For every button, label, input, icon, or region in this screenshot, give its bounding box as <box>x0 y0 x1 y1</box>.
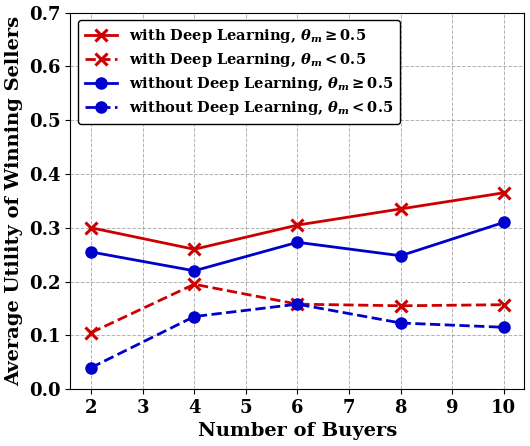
without Deep Learning, $\theta_m < 0.5$ <box>501 325 507 330</box>
without Deep Learning, $\theta_m < 0.5$ <box>88 365 94 370</box>
without Deep Learning, $\theta_m < 0.5$ <box>191 314 198 319</box>
Y-axis label: Average Utility of Winning Sellers: Average Utility of Winning Sellers <box>5 16 23 386</box>
without Deep Learning, $\theta_m \geq 0.5$ <box>191 268 198 273</box>
with Deep Learning, $\theta_m < 0.5$ <box>294 301 301 307</box>
without Deep Learning, $\theta_m < 0.5$ <box>398 320 404 326</box>
X-axis label: Number of Buyers: Number of Buyers <box>198 422 397 441</box>
with Deep Learning, $\theta_m < 0.5$ <box>398 303 404 309</box>
with Deep Learning, $\theta_m < 0.5$ <box>501 302 507 307</box>
without Deep Learning, $\theta_m \geq 0.5$ <box>88 249 94 255</box>
Legend: with Deep Learning, $\theta_m \geq 0.5$, with Deep Learning, $\theta_m < 0.5$, w: with Deep Learning, $\theta_m \geq 0.5$,… <box>78 20 400 124</box>
Line: with Deep Learning, $\theta_m \geq 0.5$: with Deep Learning, $\theta_m \geq 0.5$ <box>85 187 509 255</box>
Line: without Deep Learning, $\theta_m < 0.5$: without Deep Learning, $\theta_m < 0.5$ <box>85 299 509 373</box>
with Deep Learning, $\theta_m \geq 0.5$ <box>294 223 301 228</box>
with Deep Learning, $\theta_m \geq 0.5$ <box>398 206 404 211</box>
Line: without Deep Learning, $\theta_m \geq 0.5$: without Deep Learning, $\theta_m \geq 0.… <box>85 217 509 277</box>
without Deep Learning, $\theta_m \geq 0.5$ <box>398 253 404 258</box>
with Deep Learning, $\theta_m < 0.5$ <box>88 330 94 335</box>
without Deep Learning, $\theta_m \geq 0.5$ <box>501 220 507 225</box>
with Deep Learning, $\theta_m < 0.5$ <box>191 281 198 287</box>
without Deep Learning, $\theta_m \geq 0.5$ <box>294 240 301 245</box>
with Deep Learning, $\theta_m \geq 0.5$ <box>501 190 507 195</box>
with Deep Learning, $\theta_m \geq 0.5$ <box>191 247 198 252</box>
without Deep Learning, $\theta_m < 0.5$ <box>294 301 301 307</box>
with Deep Learning, $\theta_m \geq 0.5$ <box>88 225 94 231</box>
Line: with Deep Learning, $\theta_m < 0.5$: with Deep Learning, $\theta_m < 0.5$ <box>85 279 509 338</box>
